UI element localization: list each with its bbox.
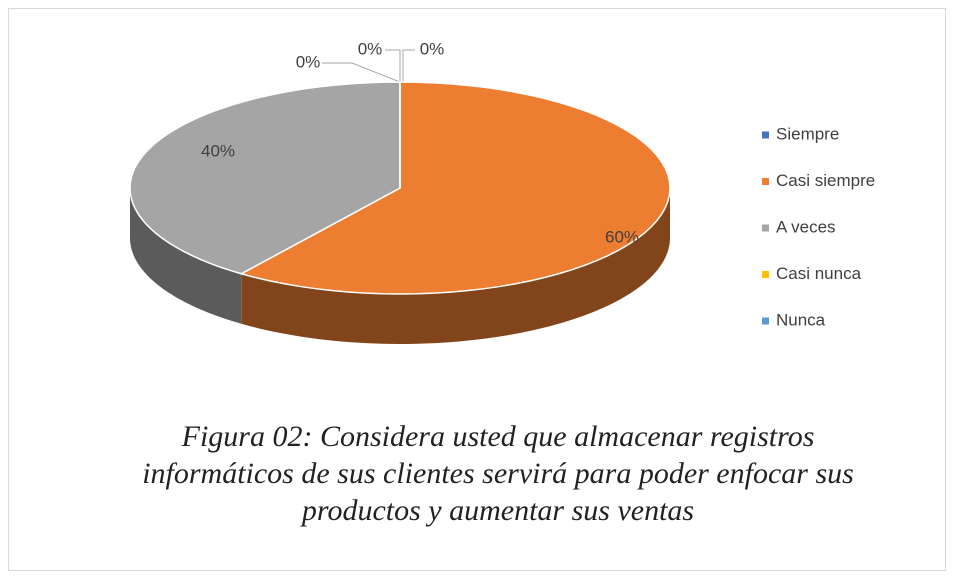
legend-label: Casi siempre bbox=[776, 171, 875, 190]
legend-swatch bbox=[762, 131, 769, 139]
legend-swatch bbox=[762, 224, 769, 232]
pie-side bbox=[241, 188, 671, 344]
chart-caption: Figura 02: Considera usted que almacenar… bbox=[142, 420, 854, 527]
data-label: 0% bbox=[358, 39, 383, 58]
legend-label: Siempre bbox=[776, 124, 839, 143]
pie-slice bbox=[239, 81, 671, 295]
chart-frame bbox=[8, 8, 946, 571]
data-label: 40% bbox=[201, 141, 235, 160]
data-label: 0% bbox=[296, 52, 321, 71]
pie-side bbox=[130, 188, 242, 324]
legend-label: A veces bbox=[776, 217, 836, 236]
data-label: 0% bbox=[420, 39, 445, 58]
chart: 0% 60% 40% 0% 0% Siempre Casi siempre A veces Ca… bbox=[129, 39, 875, 344]
leader-line bbox=[322, 62, 401, 83]
legend-swatch bbox=[762, 271, 769, 278]
legend-swatch bbox=[762, 178, 769, 185]
data-label: 60% bbox=[605, 227, 639, 246]
legend-label: Casi nunca bbox=[776, 264, 862, 283]
pie-slice bbox=[129, 81, 401, 275]
leader-line bbox=[385, 49, 401, 82]
legend-label: Nunca bbox=[776, 310, 826, 329]
legend-swatch bbox=[762, 317, 769, 325]
leader-line bbox=[402, 49, 415, 82]
